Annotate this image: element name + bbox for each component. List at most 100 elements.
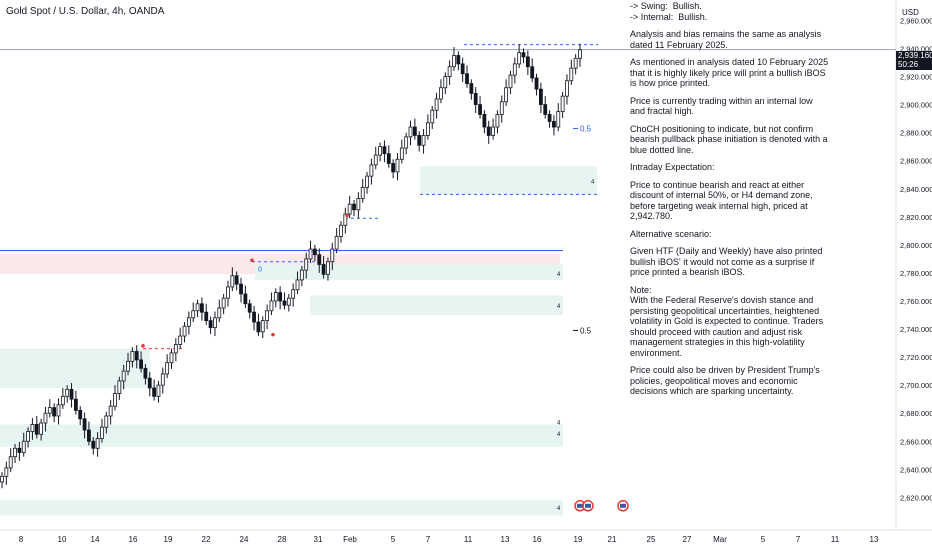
candle-bullish: [265, 310, 269, 322]
candle-bullish: [100, 426, 104, 439]
y-tick-label: 2,800.000: [900, 241, 932, 250]
candle-bullish: [156, 384, 161, 397]
x-tick-label: 24: [240, 535, 249, 544]
us-event-flag-icon: [620, 503, 626, 508]
zone-marker: 4: [557, 272, 561, 278]
current-price-tag: 2,939.160 50:26: [896, 51, 932, 70]
equilibrium-label: 0.5: [580, 124, 592, 133]
candle-bullish: [273, 292, 278, 302]
candle-bullish: [499, 101, 504, 115]
note-trump: Price could also be driven by President …: [630, 365, 823, 396]
candle-bullish: [569, 67, 574, 82]
candle-bullish: [108, 405, 113, 417]
demand-zone: [0, 500, 563, 516]
candle-bearish: [469, 83, 474, 94]
candle-bullish: [434, 98, 439, 111]
candle-bearish: [147, 377, 152, 389]
x-tick-label: 8: [19, 535, 24, 544]
x-tick-label: 31: [314, 535, 323, 544]
candle-bearish: [313, 248, 317, 256]
x-tick-label: 13: [501, 535, 510, 544]
fractal-dot: [250, 258, 254, 263]
candle-bearish: [538, 88, 543, 105]
candle-bearish: [352, 203, 356, 211]
candle-bullish: [299, 269, 304, 281]
x-tick-label: 19: [164, 535, 173, 544]
candle-bearish: [256, 321, 261, 333]
candle-bearish: [134, 351, 139, 361]
candle-bullish: [356, 198, 361, 211]
note-ibos: As mentioned in analysis dated 10 Februa…: [630, 57, 831, 88]
zone-marker: 4: [557, 506, 561, 512]
candle-bullish: [425, 122, 430, 136]
candle-bullish: [30, 424, 35, 432]
candle-bearish: [478, 104, 482, 115]
candle-bearish: [317, 254, 322, 265]
x-tick-label: 25: [647, 535, 656, 544]
x-tick-label: 27: [683, 535, 692, 544]
candle-bearish: [204, 311, 209, 322]
candle-bearish: [234, 275, 239, 285]
candle-bullish: [13, 447, 17, 458]
zone-marker: 4: [557, 421, 561, 427]
note-intraday-body: Price to continue bearish and react at e…: [630, 179, 816, 222]
demand-zone: [420, 166, 597, 195]
candle-bullish: [39, 422, 44, 435]
candle-bullish: [47, 407, 52, 414]
demand-zone: [310, 295, 563, 315]
y-tick-label: 2,840.000: [900, 185, 932, 194]
candle-bearish: [456, 55, 461, 65]
candle-bearish: [78, 409, 83, 420]
demand-zone: [0, 424, 563, 447]
x-tick-label: 21: [608, 535, 617, 544]
note-intraday-heading: Intraday Expectation:: [630, 162, 715, 172]
x-tick-label: 22: [202, 535, 211, 544]
candle-bearish: [391, 163, 396, 173]
candle-bullish: [178, 335, 183, 345]
candle-bearish: [243, 293, 248, 305]
candle-bullish: [365, 175, 369, 188]
candle-bearish: [34, 424, 39, 435]
x-tick-label: 16: [533, 535, 542, 544]
x-tick-label: 13: [870, 535, 879, 544]
candle-bullish: [126, 360, 130, 372]
candle-bullish: [430, 109, 435, 124]
x-tick-label: Mar: [713, 535, 727, 544]
x-tick-label: 28: [278, 535, 287, 544]
candle-bullish: [117, 380, 122, 394]
y-tick-label: 2,820.000: [900, 213, 932, 222]
candle-bullish: [378, 146, 382, 156]
x-tick-label: 7: [426, 535, 431, 544]
y-tick-label: 2,940.000: [900, 44, 932, 53]
x-tick-label: 10: [58, 535, 67, 544]
y-tick-label: 2,720.000: [900, 353, 932, 362]
candle-bearish: [530, 66, 535, 79]
note-alt-heading: Alternative scenario:: [630, 228, 712, 239]
candle-bullish: [286, 297, 291, 306]
zone-marker: 4: [591, 179, 595, 185]
note-alt-body: Given HTF (Daily and Weekly) have also p…: [630, 246, 825, 277]
candle-bullish: [104, 415, 109, 428]
fractal-dot: [345, 213, 349, 218]
candle-bearish: [143, 367, 148, 379]
x-tick-label: 19: [574, 535, 583, 544]
candle-bullish: [213, 317, 217, 329]
candle-bearish: [486, 126, 491, 136]
candle-bullish: [369, 164, 374, 177]
candle-bearish: [208, 320, 213, 329]
candle-bullish: [408, 126, 413, 138]
candle-bullish: [573, 57, 578, 69]
y-tick-label: 2,780.000: [900, 269, 932, 278]
x-tick-label: 11: [831, 535, 840, 544]
candle-bullish: [182, 325, 187, 337]
x-tick-label: Feb: [343, 535, 357, 544]
candle-bullish: [173, 344, 178, 354]
candle-bullish: [452, 55, 456, 68]
note-trading-range: Price is currently trading within an int…: [630, 95, 816, 117]
x-tick-label: 11: [464, 535, 473, 544]
candle-bullish: [443, 76, 448, 89]
candle-bullish: [508, 74, 513, 89]
candle-bullish: [43, 412, 48, 424]
